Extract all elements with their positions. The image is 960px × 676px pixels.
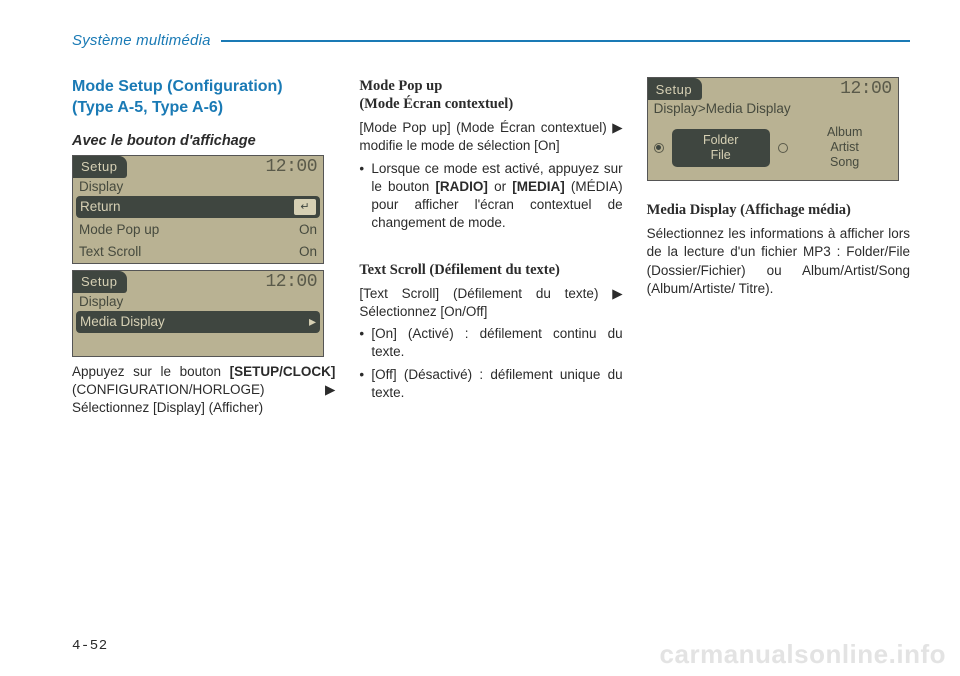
column-3: Setup 12:00 Display>Media Display Folder… <box>647 77 910 417</box>
bullets-mode-popup: Lorsque ce mode est activé, appuyez sur … <box>359 160 622 233</box>
lcd3-opt-folder-file: Folder File <box>672 129 770 167</box>
lcd3-opt-right-l2: Artist <box>830 140 858 154</box>
lcd2-title: Setup <box>73 271 127 293</box>
lcd3-breadcrumb: Display>Media Display <box>648 100 898 117</box>
lcd3-opt-left-l2: File <box>711 148 731 162</box>
columns: Mode Setup (Configuration) (Type A-5, Ty… <box>72 77 910 417</box>
lcd2-row-media: Media Display ▸ <box>76 311 320 333</box>
caption-part1: Appuyez sur le bouton <box>72 364 230 379</box>
lcd3-titlebar: Setup 12:00 <box>648 78 898 100</box>
lcd-caption: Appuyez sur le bouton [SETUP/CLOCK] (CON… <box>72 363 335 418</box>
lcd1-row-scroll-label: Text Scroll <box>79 244 141 259</box>
lcd1-row-scroll: Text Scroll On <box>73 241 323 263</box>
lcd-screenshot-3: Setup 12:00 Display>Media Display Folder… <box>647 77 910 181</box>
radio-off-icon <box>778 143 788 153</box>
lcd3-options: Folder File Album Artist Song <box>648 117 898 180</box>
para-text-scroll: [Text Scroll] (Défilement du texte) ▶ Sé… <box>359 285 622 321</box>
section-title: Mode Setup (Configuration) (Type A-5, Ty… <box>72 77 335 119</box>
column-1: Mode Setup (Configuration) (Type A-5, Ty… <box>72 77 335 417</box>
lcd2-row-media-label: Media Display <box>80 314 165 329</box>
lcd3-opt-right-l1: Album <box>827 125 862 139</box>
header: Système multimédia <box>72 32 910 49</box>
lcd1-row-popup: Mode Pop up On <box>73 219 323 241</box>
lcd1-breadcrumb: Display <box>73 178 323 195</box>
lcd-screenshot-1: Setup 12:00 Display Return ↵ Mode Pop up… <box>72 155 335 264</box>
section-title-line1: Mode Setup (Configuration) <box>72 78 283 95</box>
bullet-text-scroll-on: [On] (Activé) : défilement continu du te… <box>359 325 622 361</box>
lcd3-opt-right-l3: Song <box>830 155 859 169</box>
lcd1-row-popup-label: Mode Pop up <box>79 222 159 237</box>
lcd3-title: Setup <box>648 78 702 100</box>
caption-part2: (CONFIGURATION/HORLOGE) ▶ Sélectionnez [… <box>72 382 335 415</box>
heading-media-display: Media Display (Affichage média) <box>647 201 910 219</box>
lcd3-opt-album-artist-song: Album Artist Song <box>796 121 894 174</box>
lcd1-row-popup-value: On <box>299 222 317 237</box>
bold-radio: [RADIO] <box>435 179 488 194</box>
caption-bold: [SETUP/CLOCK] <box>230 364 336 379</box>
header-title: Système multimédia <box>72 32 211 49</box>
lcd-screenshot-2: Setup 12:00 Display Media Display ▸ <box>72 270 335 357</box>
lcd1-clock: 12:00 <box>265 156 323 178</box>
heading-text-scroll: Text Scroll (Défilement du texte) <box>359 261 622 279</box>
chevron-right-icon: ▸ <box>309 313 316 330</box>
column-2: Mode Pop up (Mode Écran contextuel) [Mod… <box>359 77 622 417</box>
subhead-avec-bouton: Avec le bouton d'affichage <box>72 133 335 149</box>
bullet-text-scroll-off: [Off] (Désactivé) : défilement unique du… <box>359 366 622 402</box>
header-rule <box>221 40 910 42</box>
page-number: 4-52 <box>72 638 108 654</box>
lcd1-titlebar: Setup 12:00 <box>73 156 323 178</box>
bold-media: [MEDIA] <box>512 179 565 194</box>
para-media-display: Sélectionnez les informations à afficher… <box>647 225 910 298</box>
bullets-text-scroll: [On] (Activé) : défilement continu du te… <box>359 325 622 402</box>
radio-on-icon <box>654 143 664 153</box>
lcd1-title: Setup <box>73 156 127 178</box>
lcd2-breadcrumb: Display <box>73 293 323 310</box>
return-icon: ↵ <box>294 199 316 215</box>
bullet-mode-popup-1: Lorsque ce mode est activé, appuyez sur … <box>359 160 622 233</box>
lcd3-clock: 12:00 <box>840 78 898 100</box>
para-mode-popup: [Mode Pop up] (Mode Écran contextuel) ▶ … <box>359 119 622 155</box>
lcd2-titlebar: Setup 12:00 <box>73 271 323 293</box>
heading-mode-popup-l1: Mode Pop up <box>359 78 442 94</box>
lcd3-opt-left-l1: Folder <box>703 133 738 147</box>
lcd1-row-return-label: Return <box>80 199 121 214</box>
section-title-line2: (Type A-5, Type A-6) <box>72 99 223 116</box>
watermark: carmanualsonline.info <box>660 639 946 670</box>
heading-mode-popup: Mode Pop up (Mode Écran contextuel) <box>359 77 622 113</box>
heading-mode-popup-l2: (Mode Écran contextuel) <box>359 96 513 112</box>
page: Système multimédia Mode Setup (Configura… <box>0 0 960 676</box>
lcd1-row-return: Return ↵ <box>76 196 320 218</box>
lcd1-row-scroll-value: On <box>299 244 317 259</box>
lcd2-clock: 12:00 <box>265 271 323 293</box>
